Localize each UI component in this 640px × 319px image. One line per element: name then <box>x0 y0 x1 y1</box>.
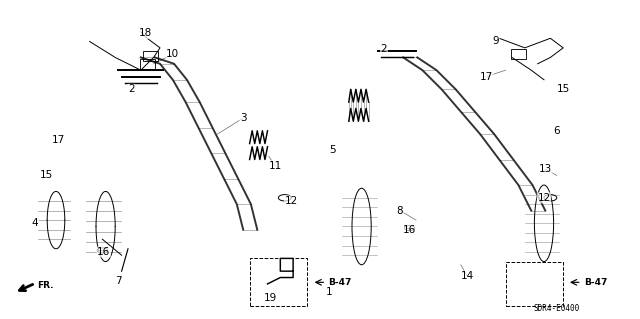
Bar <box>140 59 155 69</box>
Text: FR.: FR. <box>37 281 54 290</box>
Text: 3: 3 <box>240 113 246 123</box>
Text: 7: 7 <box>115 276 122 286</box>
Text: 8: 8 <box>397 205 403 216</box>
Text: SDR4-E0400: SDR4-E0400 <box>534 304 580 313</box>
Text: 16: 16 <box>403 225 416 235</box>
Text: 12: 12 <box>538 193 550 203</box>
Text: 11: 11 <box>269 161 282 171</box>
Text: 1: 1 <box>326 287 333 297</box>
Text: 15: 15 <box>557 84 570 94</box>
Text: 19: 19 <box>264 293 276 303</box>
Text: B-47: B-47 <box>584 278 607 286</box>
Bar <box>511 49 526 59</box>
Text: 13: 13 <box>539 164 552 174</box>
Text: 5: 5 <box>330 145 336 155</box>
Text: 9: 9 <box>493 36 499 47</box>
Bar <box>250 258 307 306</box>
Text: 17: 17 <box>52 135 65 145</box>
Text: B-47: B-47 <box>328 278 352 286</box>
Text: 12: 12 <box>285 196 298 206</box>
Text: 4: 4 <box>32 218 38 228</box>
Text: 10: 10 <box>166 49 179 59</box>
Text: 16: 16 <box>97 247 110 257</box>
Text: 6: 6 <box>554 126 560 136</box>
Text: 15: 15 <box>40 170 52 181</box>
Text: 2: 2 <box>128 84 134 94</box>
Text: 17: 17 <box>480 71 493 82</box>
Text: 18: 18 <box>140 28 152 39</box>
Text: 2: 2 <box>381 44 387 55</box>
Bar <box>506 262 563 306</box>
Bar <box>143 51 158 61</box>
Text: 14: 14 <box>461 271 474 281</box>
